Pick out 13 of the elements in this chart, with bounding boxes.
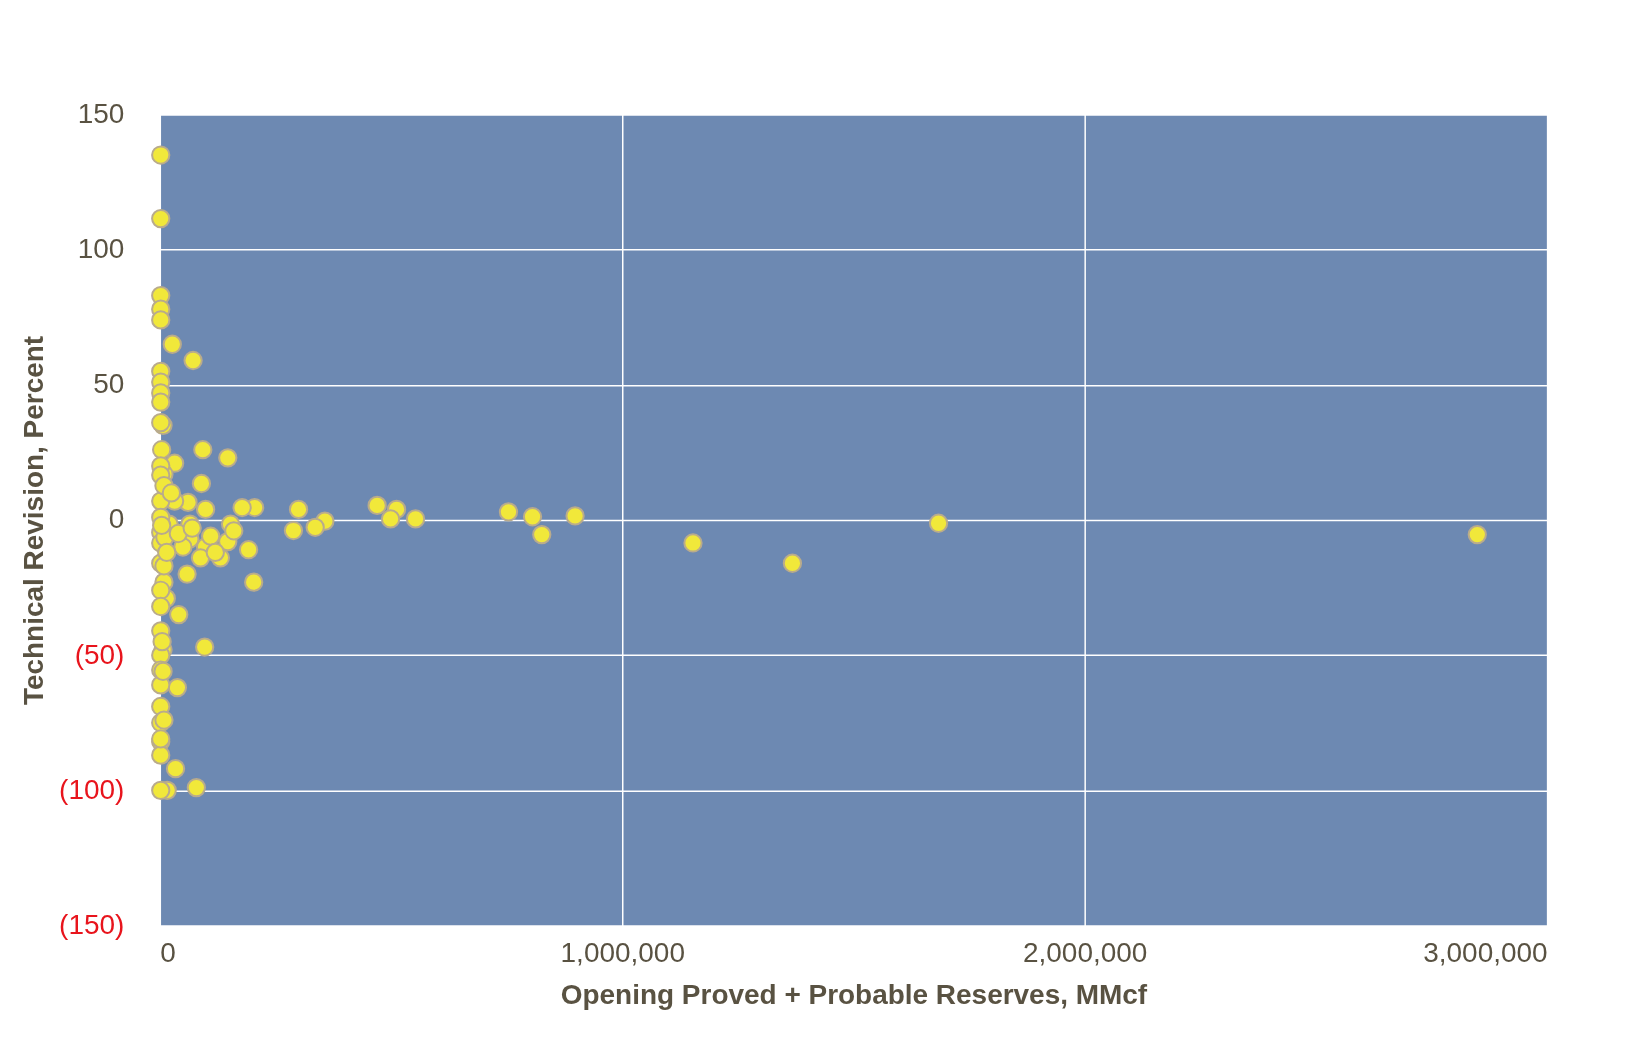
y-axis-title: Technical Revision, Percent: [18, 335, 50, 706]
y-tick-label: 0: [108, 503, 125, 535]
y-tick-label: (50): [74, 638, 125, 670]
y-tick-label: 50: [93, 368, 125, 400]
y-tick-label: 150: [77, 97, 125, 129]
x-tick-label: 0: [160, 936, 176, 968]
x-axis-title: Opening Proved + Probable Reserves, MMcf: [560, 978, 1148, 1010]
x-tick-label: 1,000,000: [560, 936, 685, 968]
y-tick-label: (100): [59, 773, 125, 805]
x-tick-label: 3,000,000: [1423, 936, 1548, 968]
y-tick-label: (150): [59, 908, 125, 940]
x-tick-label: 2,000,000: [1022, 936, 1148, 968]
y-tick-label: 100: [77, 233, 125, 265]
